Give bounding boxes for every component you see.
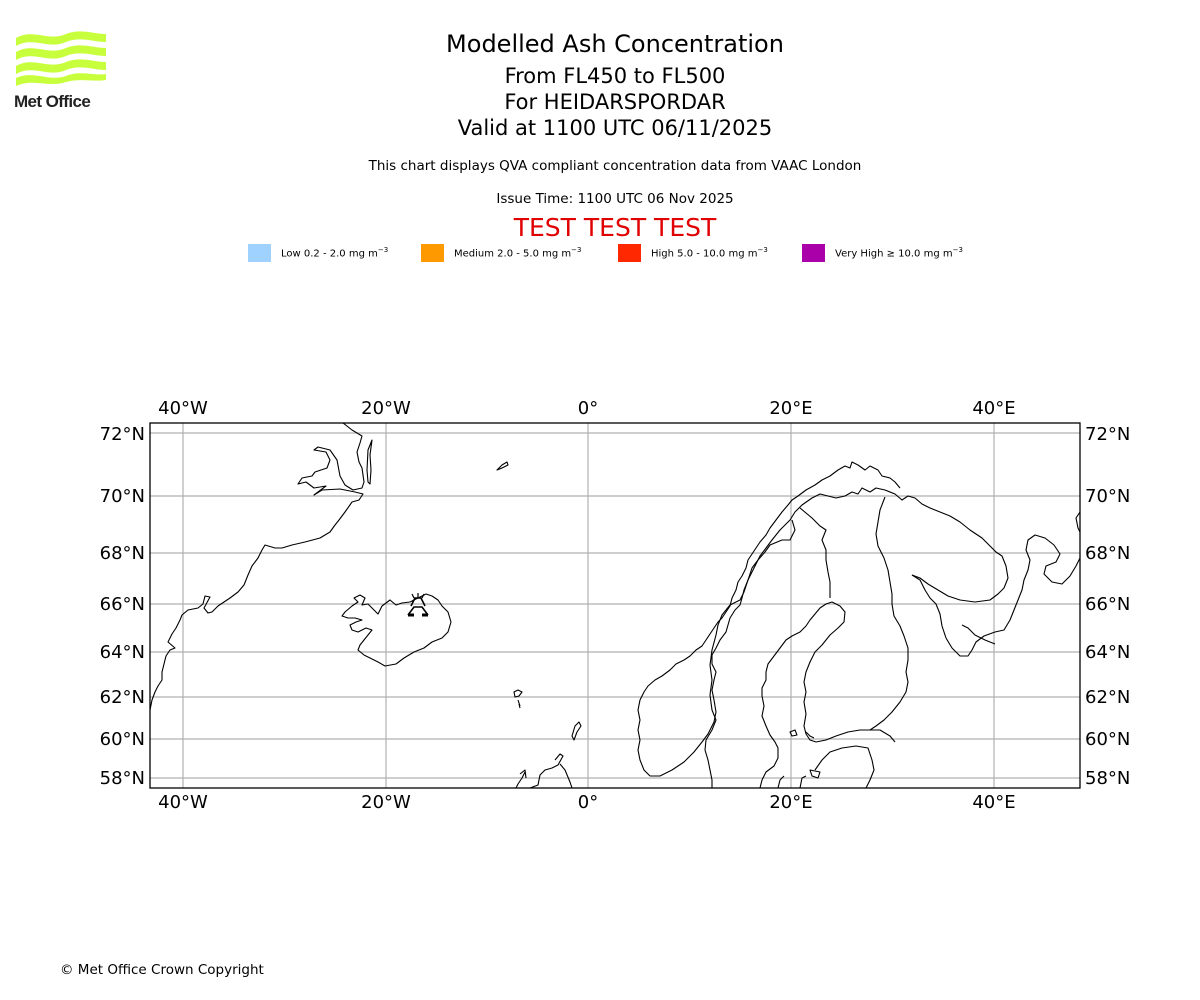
lon-labels-top: 40°W 20°W 0° 20°E 40°E: [158, 398, 1015, 419]
coast-shetland: [571, 721, 582, 741]
legend-swatch-medium: [421, 244, 444, 262]
test-banner: TEST TEST TEST: [513, 213, 717, 242]
coast-scotland: [515, 753, 573, 788]
legend-item-high: High 5.0 - 10.0 mg m−3: [618, 244, 768, 262]
chart-description: This chart displays QVA compliant concen…: [368, 158, 862, 174]
lon-label: 40°W: [158, 398, 208, 419]
legend-item-low: Low 0.2 - 2.0 mg m−3: [248, 244, 388, 262]
coast-faroes: [513, 689, 523, 709]
lon-labels-bottom: 40°W 20°W 0° 20°E 40°E: [158, 792, 1015, 813]
volcano-icon: [407, 593, 429, 617]
flight-level-range: From FL450 to FL500: [504, 64, 726, 88]
coast-iceland: [341, 593, 452, 667]
map-gridlines: [150, 423, 1080, 788]
lat-label: 70°N: [1085, 486, 1130, 507]
lon-label: 40°E: [972, 398, 1015, 419]
lat-label: 60°N: [1085, 729, 1130, 750]
lon-label: 20°E: [769, 398, 812, 419]
met-office-logo: Met Office: [14, 30, 108, 112]
lat-label: 66°N: [100, 594, 145, 615]
lat-label: 62°N: [1085, 687, 1130, 708]
lon-label: 20°E: [769, 792, 812, 813]
lat-label: 68°N: [1085, 543, 1130, 564]
legend-label-high: High 5.0 - 10.0 mg m−3: [651, 246, 768, 260]
lon-label: 20°W: [361, 792, 411, 813]
lat-label: 68°N: [100, 543, 145, 564]
valid-time: Valid at 1100 UTC 06/11/2025: [457, 116, 773, 140]
legend-swatch-low: [248, 244, 271, 262]
volcano-name: For HEIDARSPORDAR: [504, 90, 726, 114]
lat-label: 58°N: [1085, 768, 1130, 789]
lat-label: 60°N: [100, 729, 145, 750]
coastlines: [150, 423, 1080, 788]
lat-label: 62°N: [100, 687, 145, 708]
lat-label: 72°N: [100, 424, 145, 445]
legend-label-low: Low 0.2 - 2.0 mg m−3: [281, 246, 389, 260]
concentration-legend: Low 0.2 - 2.0 mg m−3 Medium 2.0 - 5.0 mg…: [0, 244, 1200, 264]
copyright-notice: © Met Office Crown Copyright: [60, 962, 264, 978]
legend-swatch-high: [618, 244, 641, 262]
lon-label: 40°E: [972, 792, 1015, 813]
lat-label: 70°N: [100, 486, 145, 507]
coast-greenland: [150, 423, 365, 711]
lat-label: 58°N: [100, 768, 145, 789]
legend-item-medium: Medium 2.0 - 5.0 mg m−3: [421, 244, 581, 262]
met-office-waves-icon: [16, 31, 106, 86]
lon-label: 40°W: [158, 792, 208, 813]
logo-text: Met Office: [14, 92, 91, 111]
coast-scandinavia: [650, 487, 1009, 777]
lat-label: 66°N: [1085, 594, 1130, 615]
coast-jan-mayen: [496, 461, 509, 471]
lat-label: 64°N: [1085, 642, 1130, 663]
legend-swatch-very-high: [802, 244, 825, 262]
lat-labels-right: 72°N 70°N 68°N 66°N 64°N 62°N 60°N 58°N: [1085, 424, 1130, 789]
lon-label: 0°: [578, 792, 598, 813]
chart-title: Modelled Ash Concentration: [446, 30, 784, 58]
issue-time: Issue Time: 1100 UTC 06 Nov 2025: [496, 191, 734, 207]
map-frame: [149, 422, 1081, 789]
legend-item-very-high: Very High ≥ 10.0 mg m−3: [802, 244, 963, 262]
legend-label-medium: Medium 2.0 - 5.0 mg m−3: [454, 246, 582, 260]
legend-label-very-high: Very High ≥ 10.0 mg m−3: [835, 246, 963, 260]
lat-label: 72°N: [1085, 424, 1130, 445]
lat-labels-left: 72°N 70°N 68°N 66°N 64°N 62°N 60°N 58°N: [100, 424, 145, 789]
lat-label: 64°N: [100, 642, 145, 663]
lon-label: 20°W: [361, 398, 411, 419]
lon-label: 0°: [578, 398, 598, 419]
